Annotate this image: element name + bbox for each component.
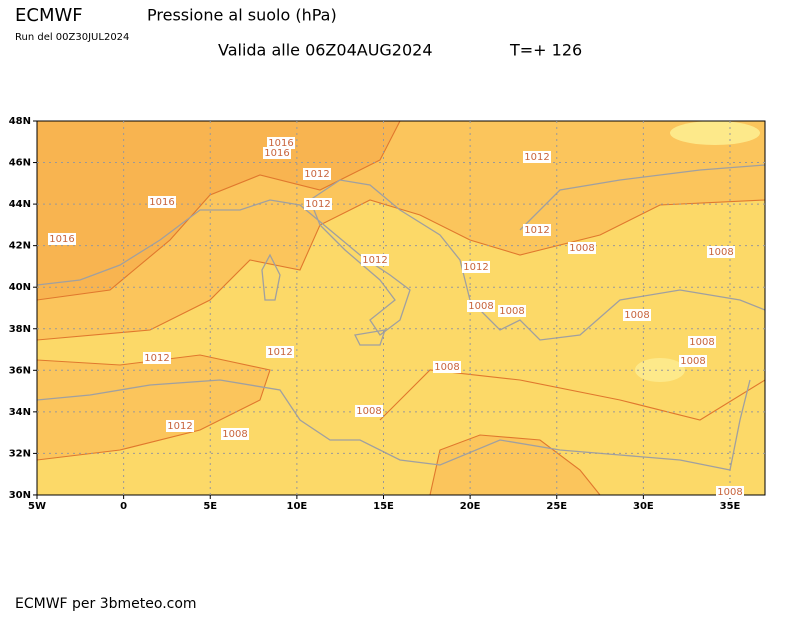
- contour-label-bg: [707, 246, 735, 258]
- contour-label: 1008: [356, 406, 381, 417]
- lon-label: 5W: [28, 501, 46, 512]
- lon-label: 30E: [633, 501, 654, 512]
- contour-label: 1008: [708, 247, 733, 258]
- lon-label: 5E: [203, 501, 217, 512]
- contour-label-bg: [263, 147, 291, 159]
- contour-label-bg: [48, 233, 76, 245]
- contour-label: 1016: [268, 138, 293, 149]
- contour-label: 1012: [267, 347, 292, 358]
- contour-label-bg: [266, 346, 294, 358]
- contour-label: 1012: [167, 421, 192, 432]
- contour-label-bg: [498, 305, 526, 317]
- contour-label-bg: [148, 196, 176, 208]
- pressure-zone: [37, 121, 400, 300]
- contour-label: 1008: [468, 301, 493, 312]
- contour-label: 1008: [689, 337, 714, 348]
- pressure-zone: [430, 435, 600, 495]
- isobar: [36, 354, 271, 461]
- coastline: [261, 164, 766, 346]
- contour-label: 1008: [434, 362, 459, 373]
- contour-label-bg: [304, 198, 332, 210]
- valid-time: Valida alle 06Z04AUG2024: [218, 41, 433, 60]
- lat-label: 48N: [9, 116, 31, 127]
- coastline: [36, 379, 751, 471]
- contour-label-bg: [679, 355, 707, 367]
- isobar: [36, 120, 401, 301]
- isobar: [379, 369, 766, 421]
- contour-label-bg: [523, 224, 551, 236]
- contour-label: 1016: [49, 234, 74, 245]
- lon-label: 20E: [460, 501, 481, 512]
- contour-label: 1012: [144, 353, 169, 364]
- isobar: [429, 434, 601, 496]
- map-frame: [36, 120, 766, 496]
- model-name: ECMWF: [15, 5, 83, 26]
- contour-label: 1016: [149, 197, 174, 208]
- pressure-zone: [37, 355, 270, 460]
- contour-label: 1012: [305, 199, 330, 210]
- lon-label: 35E: [720, 501, 741, 512]
- forecast-step: T=+ 126: [509, 41, 582, 60]
- contour-label-bg: [523, 151, 551, 163]
- contour-label-bg: [166, 420, 194, 432]
- lat-label: 44N: [9, 199, 31, 210]
- contour-label: 1012: [524, 152, 549, 163]
- contour-label: 1008: [569, 243, 594, 254]
- lat-label: 30N: [9, 490, 31, 501]
- pressure-zone: [635, 358, 685, 382]
- contour-label-bg: [355, 405, 383, 417]
- lat-label: 42N: [9, 241, 31, 252]
- lat-label: 34N: [9, 407, 31, 418]
- contour-label-bg: [716, 486, 744, 498]
- contour-label-bg: [467, 300, 495, 312]
- contour-label: 1012: [304, 169, 329, 180]
- contour-label: 1008: [499, 306, 524, 317]
- contour-label-bg: [143, 352, 171, 364]
- lon-label: 25E: [546, 501, 567, 512]
- contour-label: 1008: [624, 310, 649, 321]
- map-title: Pressione al suolo (hPa): [147, 6, 337, 25]
- contour-label: 1012: [463, 262, 488, 273]
- contour-label-bg: [623, 309, 651, 321]
- contour-label-bg: [462, 261, 490, 273]
- lon-label: 15E: [373, 501, 394, 512]
- pressure-zone: [670, 121, 760, 145]
- contour-label: 1012: [362, 255, 387, 266]
- contour-label-bg: [688, 336, 716, 348]
- lat-label: 40N: [9, 282, 31, 293]
- contour-label: 1012: [524, 225, 549, 236]
- lon-label: 0: [120, 501, 127, 512]
- lat-label: 46N: [9, 158, 31, 169]
- contour-label-bg: [433, 361, 461, 373]
- map: [36, 120, 766, 496]
- lat-label: 36N: [9, 365, 31, 376]
- credit: ECMWF per 3bmeteo.com: [15, 596, 197, 612]
- isobar: [36, 199, 766, 341]
- contour-label: 1008: [222, 429, 247, 440]
- contour-label: 1016: [264, 148, 289, 159]
- contour-label-bg: [361, 254, 389, 266]
- lat-label: 32N: [9, 448, 31, 459]
- run-time: Run del 00Z30JUL2024: [15, 32, 129, 43]
- contour-label-bg: [267, 137, 295, 149]
- lat-label: 38N: [9, 324, 31, 335]
- lon-label: 10E: [287, 501, 308, 512]
- contour-label-bg: [568, 242, 596, 254]
- contour-label: 1008: [717, 487, 742, 498]
- contour-label-bg: [303, 168, 331, 180]
- contour-label: 1008: [680, 356, 705, 367]
- contour-label-bg: [221, 428, 249, 440]
